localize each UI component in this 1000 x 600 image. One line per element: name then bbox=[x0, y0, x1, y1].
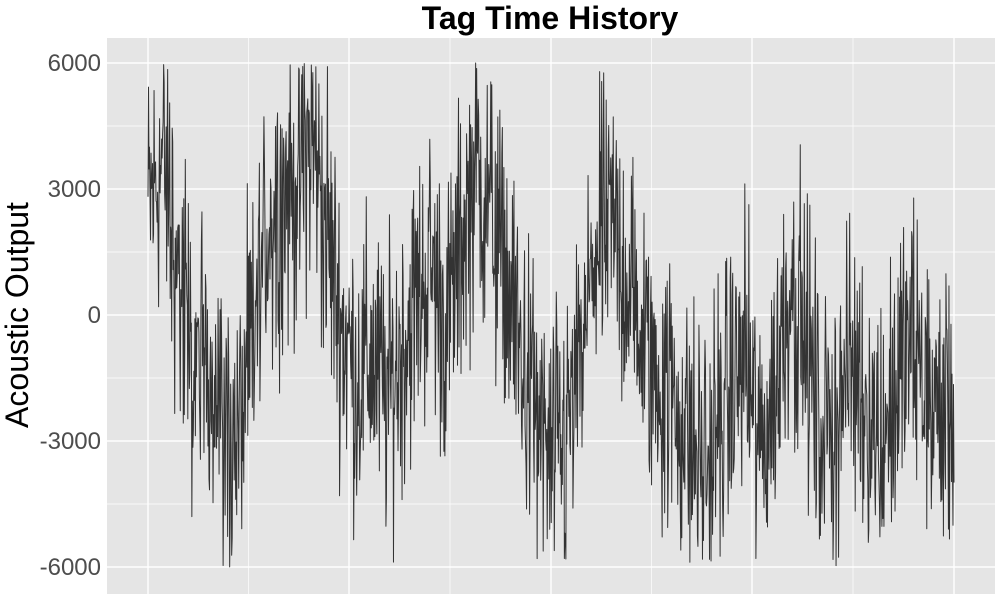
y-tick-label: 3000 bbox=[48, 176, 101, 203]
y-tick-label: 0 bbox=[88, 302, 101, 329]
chart-title: Tag Time History bbox=[422, 0, 679, 36]
y-axis-label: Acoustic Output bbox=[0, 202, 35, 428]
y-tick-label: -3000 bbox=[40, 428, 101, 455]
series-line bbox=[147, 62, 955, 568]
series-group bbox=[147, 62, 955, 568]
y-tick-label: -6000 bbox=[40, 554, 101, 581]
y-axis-ticks: -6000 -3000 0 3000 6000 bbox=[40, 50, 101, 581]
y-tick-label: 6000 bbox=[48, 50, 101, 77]
